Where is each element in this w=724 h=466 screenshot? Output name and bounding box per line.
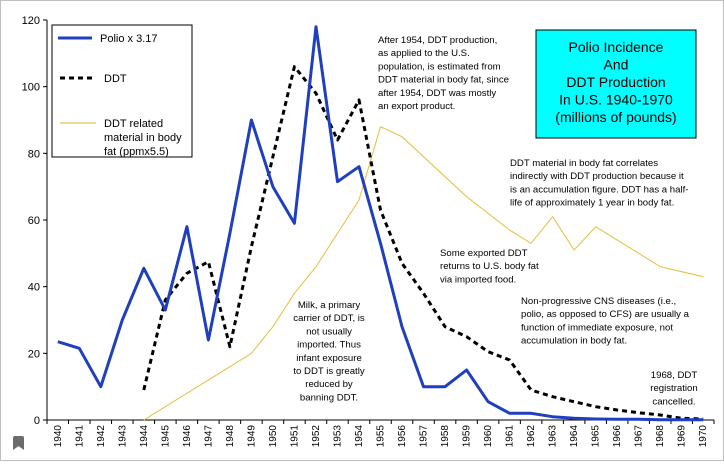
x-tick-label: 1969 (677, 425, 688, 448)
y-tick-label: 100 (22, 82, 40, 94)
annotation-half-life-note: DDT material in body fat correlates indir… (510, 158, 688, 209)
y-tick-label: 0 (34, 415, 40, 427)
x-tick-label: 1945 (160, 425, 171, 448)
series-line-0 (57, 25, 704, 422)
x-tick-label: 1940 (53, 425, 64, 448)
x-tick-label: 1964 (569, 425, 580, 448)
legend-box (51, 24, 193, 158)
chart-title: Polio Incidence And DDT Production In U.S. … (555, 39, 676, 125)
x-tick-label: 1943 (117, 425, 128, 448)
x-tick-label: 1941 (74, 425, 85, 448)
x-tick-label: 1967 (634, 425, 645, 448)
x-tick-label: 1970 (698, 425, 709, 448)
annotation-cns-note: Non-progressive CNS diseases (i.e., polio… (521, 296, 690, 347)
x-tick-label: 1944 (139, 425, 150, 448)
x-tick-label: 1960 (483, 425, 494, 448)
x-tick-label: 1954 (354, 425, 365, 448)
y-tick-label: 80 (28, 148, 40, 160)
x-tick-label: 1968 (655, 425, 666, 448)
annotations: After 1954, DDT production, as applied to… (293, 35, 697, 407)
x-tick-label: 1951 (289, 425, 300, 448)
x-tick-label: 1961 (505, 425, 516, 448)
legend-label-body-fat: DDT related material in body fat (ppmx5.5) (104, 118, 182, 158)
annotation-milk-note: Milk, a primary carrier of DDT, is not usu… (293, 300, 365, 403)
y-tick-label: 120 (22, 15, 40, 27)
x-tick-label: 1948 (225, 425, 236, 448)
axes: 0 20 40 60 80 100 120 1940 1941 1942 1943 1944 1945 1… (22, 15, 715, 448)
x-tick-label: 1950 (268, 425, 279, 448)
x-tick-label: 1965 (591, 425, 602, 448)
annotation-export-note: After 1954, DDT production, as applied to… (378, 35, 509, 112)
x-tick-label: 1955 (376, 425, 387, 448)
y-tick-label: 60 (28, 215, 40, 227)
x-tick-label: 1952 (311, 425, 322, 448)
chart-title-box: Polio Incidence And DDT Production In U.S. … (535, 29, 697, 139)
x-tick-label: 1953 (332, 425, 343, 448)
x-tick-label: 1966 (612, 425, 623, 448)
x-tick-label: 1942 (96, 425, 107, 448)
legend-label-ddt: DDT (104, 73, 127, 85)
bookmark-icon[interactable] (13, 436, 24, 450)
legend: Polio x 3.17 DDT DDT related material in … (51, 24, 193, 158)
x-tick-label: 1959 (462, 425, 473, 448)
series-line-2 (143, 126, 704, 421)
annotation-registration-note: 1968, DDT registration cancelled. (650, 370, 697, 407)
legend-label-polio: Polio x 3.17 (100, 33, 157, 45)
x-tick-label: 1963 (548, 425, 559, 448)
y-tick-label: 20 (28, 348, 40, 360)
x-tick-label: 1957 (419, 425, 430, 448)
x-tick-label: 1947 (203, 425, 214, 448)
title-background (535, 29, 697, 139)
x-tick-label: 1949 (246, 425, 257, 448)
annotation-imported-food-note: Some exported DDT returns to U.S. body fa… (440, 248, 539, 285)
x-tick-label: 1956 (397, 425, 408, 448)
y-tick-label: 40 (28, 282, 40, 294)
series-layer (57, 25, 704, 422)
x-tick-label: 1946 (182, 425, 193, 448)
x-tick-label: 1958 (440, 425, 451, 448)
series-line-1 (142, 65, 704, 421)
x-tick-label: 1962 (526, 425, 537, 448)
